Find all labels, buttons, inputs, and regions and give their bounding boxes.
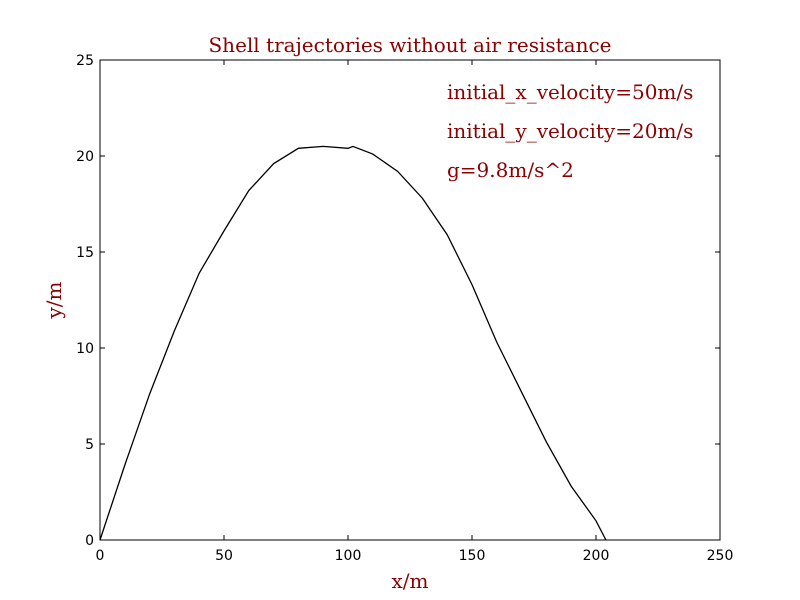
y-axis-ticks: 0 5 10 15 20 25: [76, 53, 720, 549]
chart-title: Shell trajectories without air resistanc…: [208, 33, 611, 57]
annotation-text: initial_x_velocity=50m/s: [447, 80, 693, 104]
x-axis-ticks: 0 50 100 150 200 250: [96, 60, 734, 564]
y-tick-label: 20: [76, 149, 94, 165]
annotations: initial_x_velocity=50m/s initial_y_veloci…: [447, 80, 693, 182]
y-axis-label: y/m: [42, 281, 66, 319]
x-axis-label: x/m: [392, 569, 429, 593]
x-tick-label: 50: [215, 548, 233, 564]
y-tick-label: 15: [76, 245, 94, 261]
y-tick-label: 5: [85, 437, 94, 453]
x-tick-label: 150: [459, 548, 486, 564]
plot-area: [99, 59, 721, 541]
x-tick-label: 250: [707, 548, 734, 564]
x-tick-label: 100: [335, 548, 362, 564]
x-tick-label: 0: [96, 548, 105, 564]
trajectory-line: [99, 145, 607, 541]
y-tick-label: 10: [76, 341, 94, 357]
plot-frame: [99, 59, 721, 541]
annotation-text: g=9.8m/s^2: [447, 158, 574, 182]
x-tick-label: 200: [583, 548, 610, 564]
annotation-text: initial_y_velocity=20m/s: [447, 119, 693, 143]
y-tick-label: 25: [76, 53, 94, 69]
y-tick-label: 0: [85, 533, 94, 549]
